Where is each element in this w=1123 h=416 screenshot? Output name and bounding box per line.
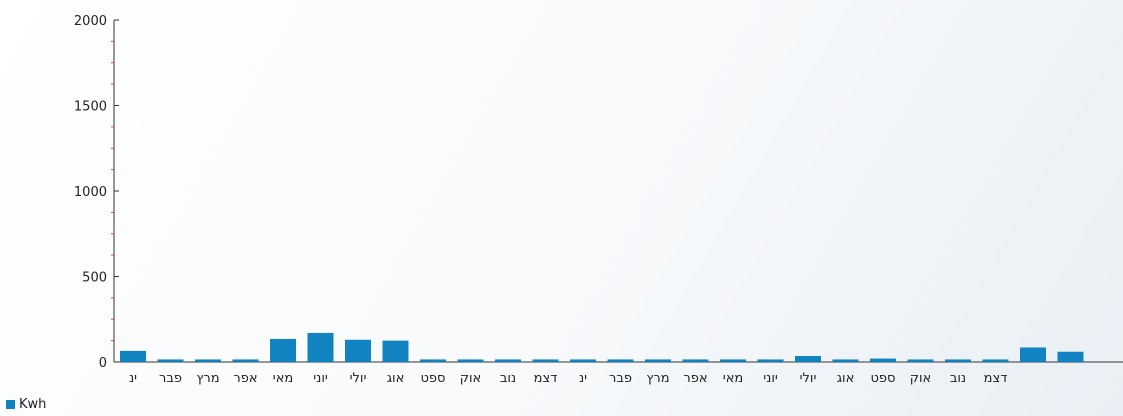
- x-tick-label: פבר: [609, 371, 632, 386]
- bar: [157, 359, 184, 362]
- x-tick-label: ינ: [129, 371, 137, 386]
- bar: [382, 340, 409, 362]
- bar: [420, 359, 446, 362]
- legend-label-kwh: Kwh: [19, 397, 47, 412]
- x-tick-label: אוג: [837, 371, 855, 386]
- x-tick-label: אוג: [387, 371, 405, 386]
- x-tick-label: מרץ: [196, 371, 219, 386]
- x-tick-label: ינ: [579, 371, 587, 386]
- bar: [232, 359, 259, 362]
- bar: [1057, 351, 1084, 362]
- x-tick-label: יוני: [313, 371, 328, 386]
- bar: [720, 359, 746, 362]
- y-tick-label: 0: [99, 356, 107, 371]
- bar: [795, 356, 821, 362]
- y-tick-label: 500: [82, 271, 107, 286]
- bar: [495, 359, 521, 362]
- bar: [457, 359, 484, 362]
- bar: [570, 359, 596, 362]
- x-tick-label: יולי: [800, 371, 817, 386]
- x-tick-label: פבר: [159, 371, 182, 386]
- x-tick-label: מאי: [723, 371, 743, 386]
- x-tick-label: דצמ: [984, 371, 1008, 386]
- legend: Kwh: [6, 397, 46, 412]
- x-tick-label: אפר: [233, 371, 257, 386]
- bar: [907, 359, 934, 362]
- bar: [945, 359, 971, 362]
- x-tick-label: מרץ: [646, 371, 669, 386]
- x-tick-label: אוק: [460, 371, 481, 386]
- x-tick-label: נוב: [500, 371, 516, 386]
- bar: [532, 359, 559, 362]
- x-tick-label: יוני: [763, 371, 778, 386]
- bar: [982, 359, 1009, 362]
- x-tick-label: ספט: [871, 371, 896, 386]
- x-tick-label: מאי: [273, 371, 293, 386]
- bar: [1020, 347, 1046, 362]
- y-tick-label: 2000: [74, 14, 107, 29]
- bar: [645, 359, 671, 362]
- bar: [195, 359, 221, 362]
- bar: [307, 332, 334, 362]
- bar: [270, 338, 296, 362]
- x-tick-label: אפר: [683, 371, 707, 386]
- bar: [832, 359, 859, 362]
- x-tick-label: יולי: [350, 371, 367, 386]
- y-tick-label: 1500: [74, 100, 107, 115]
- legend-swatch-kwh: [6, 400, 15, 409]
- x-tick-label: דצמ: [534, 371, 558, 386]
- bar: [120, 350, 146, 362]
- y-tick-label: 1000: [74, 185, 107, 200]
- bar: [345, 339, 371, 362]
- bar: [682, 359, 709, 362]
- bar: [607, 359, 634, 362]
- x-tick-label: נוב: [950, 371, 966, 386]
- bar: [757, 359, 784, 362]
- x-tick-label: אוק: [910, 371, 931, 386]
- bar: [870, 358, 896, 362]
- x-tick-label: ספט: [421, 371, 446, 386]
